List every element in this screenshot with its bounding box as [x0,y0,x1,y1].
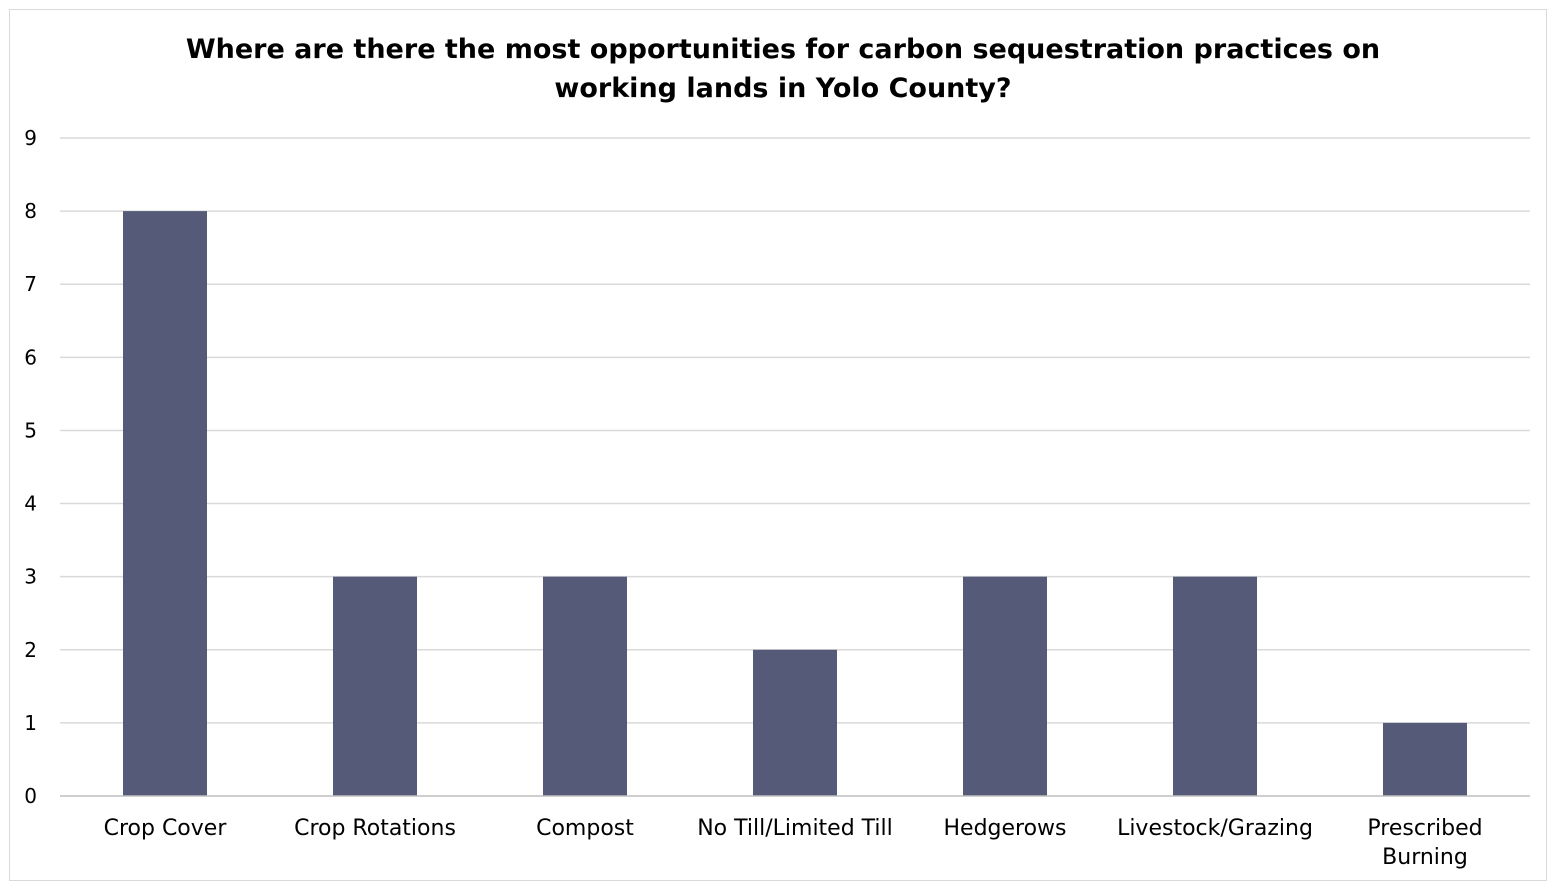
bar [1173,576,1257,796]
y-tick-labels: 0 1 2 3 4 5 6 7 8 9 [24,126,37,808]
x-category-label: Compost [536,816,634,841]
bar [333,576,417,796]
bar [123,211,207,797]
y-tick-label: 0 [24,784,37,808]
bar [543,576,627,796]
x-category-label: Crop Cover [104,816,228,841]
y-tick-label: 7 [24,272,37,296]
x-category-labels: Crop Cover Crop Rotations Compost No Till/L… [104,816,1483,870]
y-tick-label: 9 [24,126,37,150]
x-category-label: No Till/Limited Till [697,816,893,841]
y-tick-label: 1 [24,711,37,735]
x-category-label: Prescribed Burning [1367,816,1482,870]
bar [753,649,837,796]
y-tick-label: 6 [24,345,37,369]
y-tick-label: 2 [24,638,37,662]
y-tick-label: 8 [24,199,37,223]
y-tick-label: 3 [24,565,37,589]
y-tick-label: 5 [24,418,37,442]
chart-title: Where are there the most opportunities f… [185,34,1381,104]
y-tick-label: 4 [24,492,37,516]
bar [963,576,1047,796]
x-category-label: Hedgerows [943,816,1066,841]
x-category-label: Crop Rotations [294,816,456,841]
x-category-label: Livestock/Grazing [1117,816,1313,841]
bars [123,211,1467,797]
bar [1383,722,1467,796]
gridlines [60,137,1530,724]
